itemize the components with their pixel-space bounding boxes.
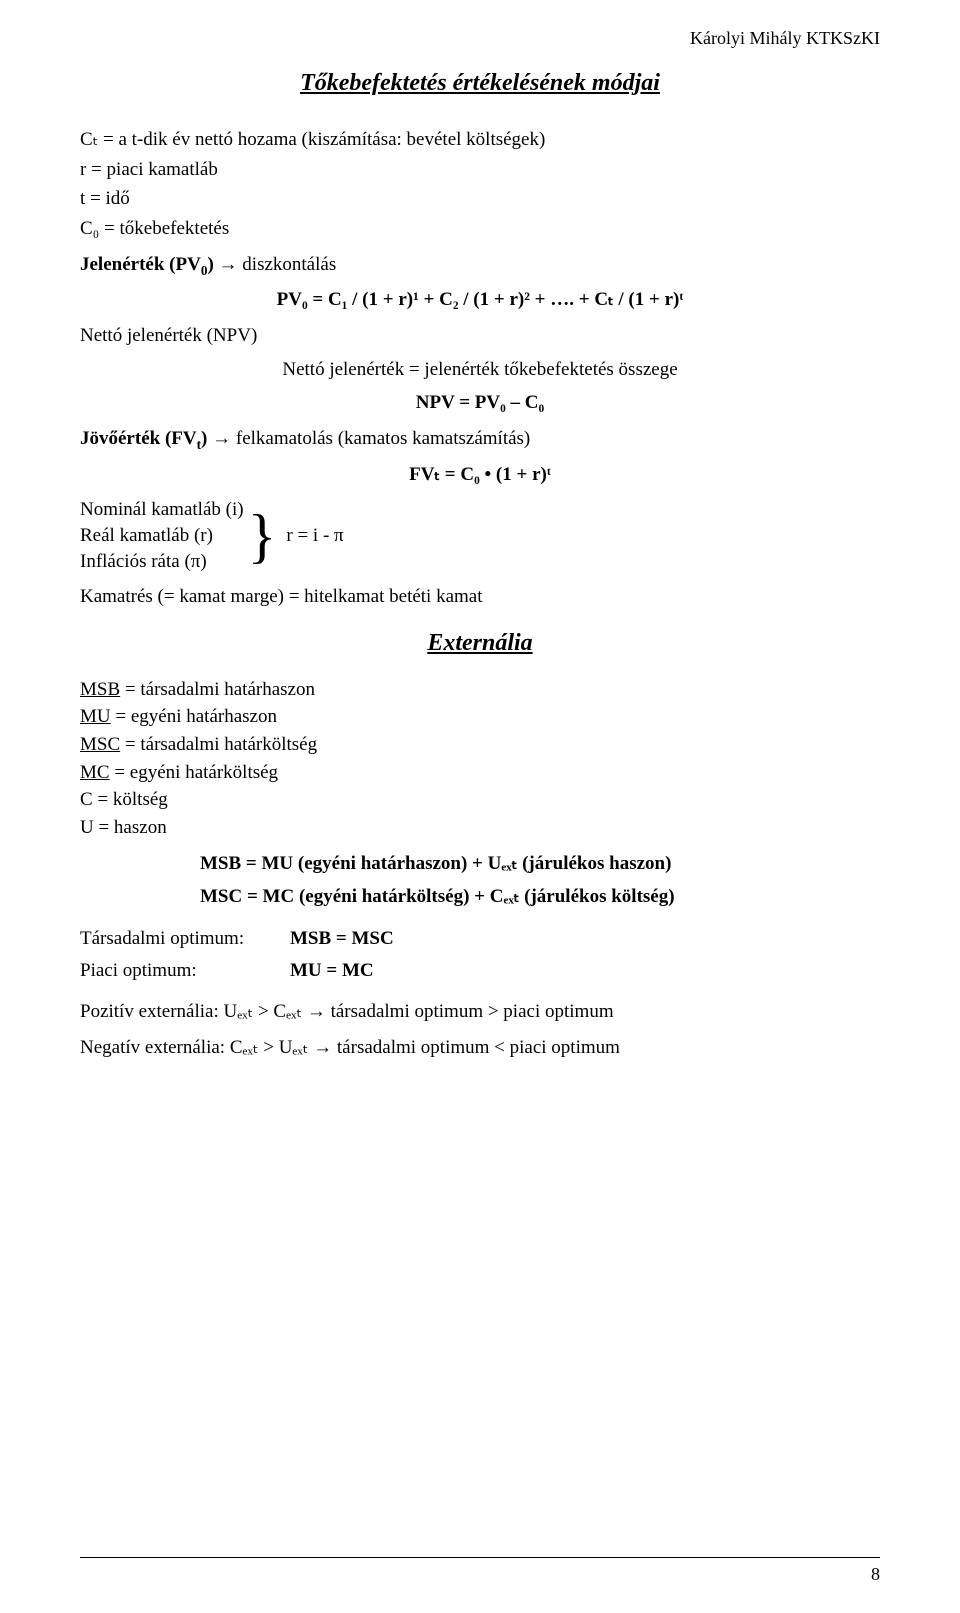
fv-formula: FVₜ = C₀ • (1 + r)ᵗ (80, 462, 880, 488)
brace-labels: Nominál kamatláb (i) Reál kamatláb (r) I… (80, 497, 244, 574)
fv-block: Jövőérték (FVt) → felkamatolás (kamatos … (80, 426, 880, 487)
opt-tarsadalmi-value: MSB = MSC (290, 926, 394, 952)
def-msb-rest: = társadalmi határhaszon (120, 679, 315, 700)
section2-title: Externália (80, 630, 880, 657)
opt-piaci-label: Piaci optimum: (80, 958, 290, 984)
section1-body: Cₜ = a t-dik év nettó hozama (kiszámítás… (80, 127, 880, 610)
fv-arrow: → felkamatolás (kamatos kamatszámítás) (207, 428, 530, 449)
def-msc-rest: = társadalmi határköltség (120, 734, 317, 755)
header-institution: Károlyi Mihály KTKSzKI (690, 28, 880, 49)
def-r: r = piaci kamatláb (80, 157, 880, 183)
def-mu-rest: = egyéni határhaszon (111, 706, 277, 727)
npv-formula: NPV = PV₀ – C₀ (80, 390, 880, 416)
section1-title: Tőkebefektetés értékelésének módjai (80, 70, 880, 97)
def-c: C = költség (80, 787, 880, 813)
pv-label: Jelenérték (PV0) → diszkontálás (80, 252, 880, 280)
def-mc-rest: = egyéni határköltség (110, 762, 278, 783)
def-msb-u: MSB (80, 679, 120, 700)
def-msb: MSB = társadalmi határhaszon (80, 677, 880, 703)
neg-ext: Negatív externália: Cₑₓₜ > Uₑₓₜ → társad… (80, 1035, 880, 1061)
fv-label: Jövőérték (FVt) → felkamatolás (kamatos … (80, 426, 880, 454)
brace-group: Nominál kamatláb (i) Reál kamatláb (r) I… (80, 497, 880, 574)
pv-arrow: → diszkontálás (214, 254, 336, 275)
npv-block: Nettó jelenérték (NPV) Nettó jelenérték … (80, 323, 880, 416)
npv-desc: Nettó jelenérték = jelenérték tőkebefekt… (80, 357, 880, 383)
opt-tarsadalmi-label: Társadalmi optimum: (80, 926, 290, 952)
footer-divider (80, 1557, 880, 1558)
brace-l3: Inflációs ráta (π) (80, 549, 244, 575)
brace-l1: Nominál kamatláb (i) (80, 497, 244, 523)
fv-label-pre: Jövőérték (FV (80, 428, 197, 449)
pv-block: Jelenérték (PV0) → diszkontálás PV₀ = C₁… (80, 252, 880, 313)
pv-label-pre: Jelenérték (PV (80, 254, 201, 275)
def-mc-u: MC (80, 762, 110, 783)
page-number: 8 (871, 1564, 880, 1585)
def-mu: MU = egyéni határhaszon (80, 704, 880, 730)
section2-body: MSB = társadalmi határhaszon MU = egyéni… (80, 677, 880, 1061)
def-mu-u: MU (80, 706, 111, 727)
brace-rhs: r = i - π (286, 523, 343, 549)
def-mc: MC = egyéni határköltség (80, 760, 880, 786)
definitions-block: Cₜ = a t-dik év nettó hozama (kiszámítás… (80, 127, 880, 242)
opt-piaci-value: MU = MC (290, 958, 374, 984)
opt-tarsadalmi: Társadalmi optimum: MSB = MSC (80, 926, 880, 952)
def-c0: C₀ = tőkebefektetés (80, 216, 880, 242)
def-u: U = haszon (80, 815, 880, 841)
def-msc-u: MSC (80, 734, 120, 755)
npv-label: Nettó jelenérték (NPV) (80, 323, 880, 349)
kamatres: Kamatrés (= kamat marge) = hitelkamat be… (80, 584, 880, 610)
pos-ext: Pozitív externália: Uₑₓₜ > Cₑₓₜ → társad… (80, 999, 880, 1025)
page: Károlyi Mihály KTKSzKI Tőkebefektetés ér… (0, 0, 960, 1613)
brace-l2: Reál kamatláb (r) (80, 523, 244, 549)
def-msc: MSC = társadalmi határköltség (80, 732, 880, 758)
def-t: t = idő (80, 186, 880, 212)
eq-msb: MSB = MU (egyéni határhaszon) + Uₑₓₜ (já… (200, 851, 880, 877)
curly-brace-icon: } (248, 506, 277, 566)
pv-formula: PV₀ = C₁ / (1 + r)¹ + C₂ / (1 + r)² + ….… (80, 287, 880, 313)
ext-defs: MSB = társadalmi határhaszon MU = egyéni… (80, 677, 880, 841)
eq-msc: MSC = MC (egyéni határköltség) + Cₑₓₜ (j… (200, 884, 880, 910)
def-ct: Cₜ = a t-dik év nettó hozama (kiszámítás… (80, 127, 880, 153)
opt-piaci: Piaci optimum: MU = MC (80, 958, 880, 984)
